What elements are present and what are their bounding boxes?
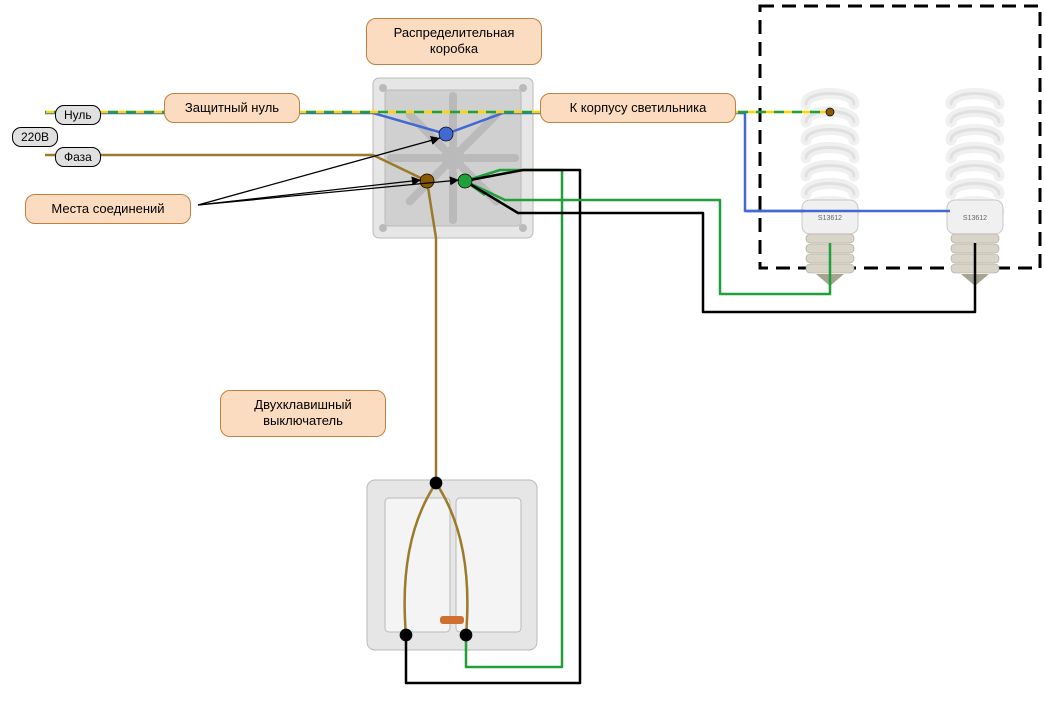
- node-jb_green: [458, 174, 472, 188]
- node-jb_neutral: [439, 127, 453, 141]
- label-to_lamp_body: К корпусу светильника: [540, 93, 736, 123]
- node-sw_out_r: [460, 629, 472, 641]
- junction-box: [373, 78, 533, 238]
- two-gang-switch: [367, 480, 537, 650]
- label-prot_null: Защитный нуль: [164, 93, 300, 123]
- node-jb_phase: [420, 174, 434, 188]
- label-two_gang_switch: Двухклавишныйвыключатель: [220, 390, 386, 437]
- node-pe_dot: [826, 108, 834, 116]
- pill-null: Нуль: [55, 105, 101, 125]
- pill-v220: 220В: [12, 127, 58, 147]
- label-connections: Места соединений: [25, 194, 191, 224]
- wiring-diagram: S13612 S13612: [0, 0, 1045, 701]
- label-junction_box: Распределительнаякоробка: [366, 18, 542, 65]
- node-sw_out_l: [400, 629, 412, 641]
- svg-text:S13612: S13612: [963, 215, 987, 222]
- svg-text:S13612: S13612: [818, 215, 842, 222]
- pill-phase: Фаза: [55, 147, 101, 167]
- node-sw_in: [430, 477, 442, 489]
